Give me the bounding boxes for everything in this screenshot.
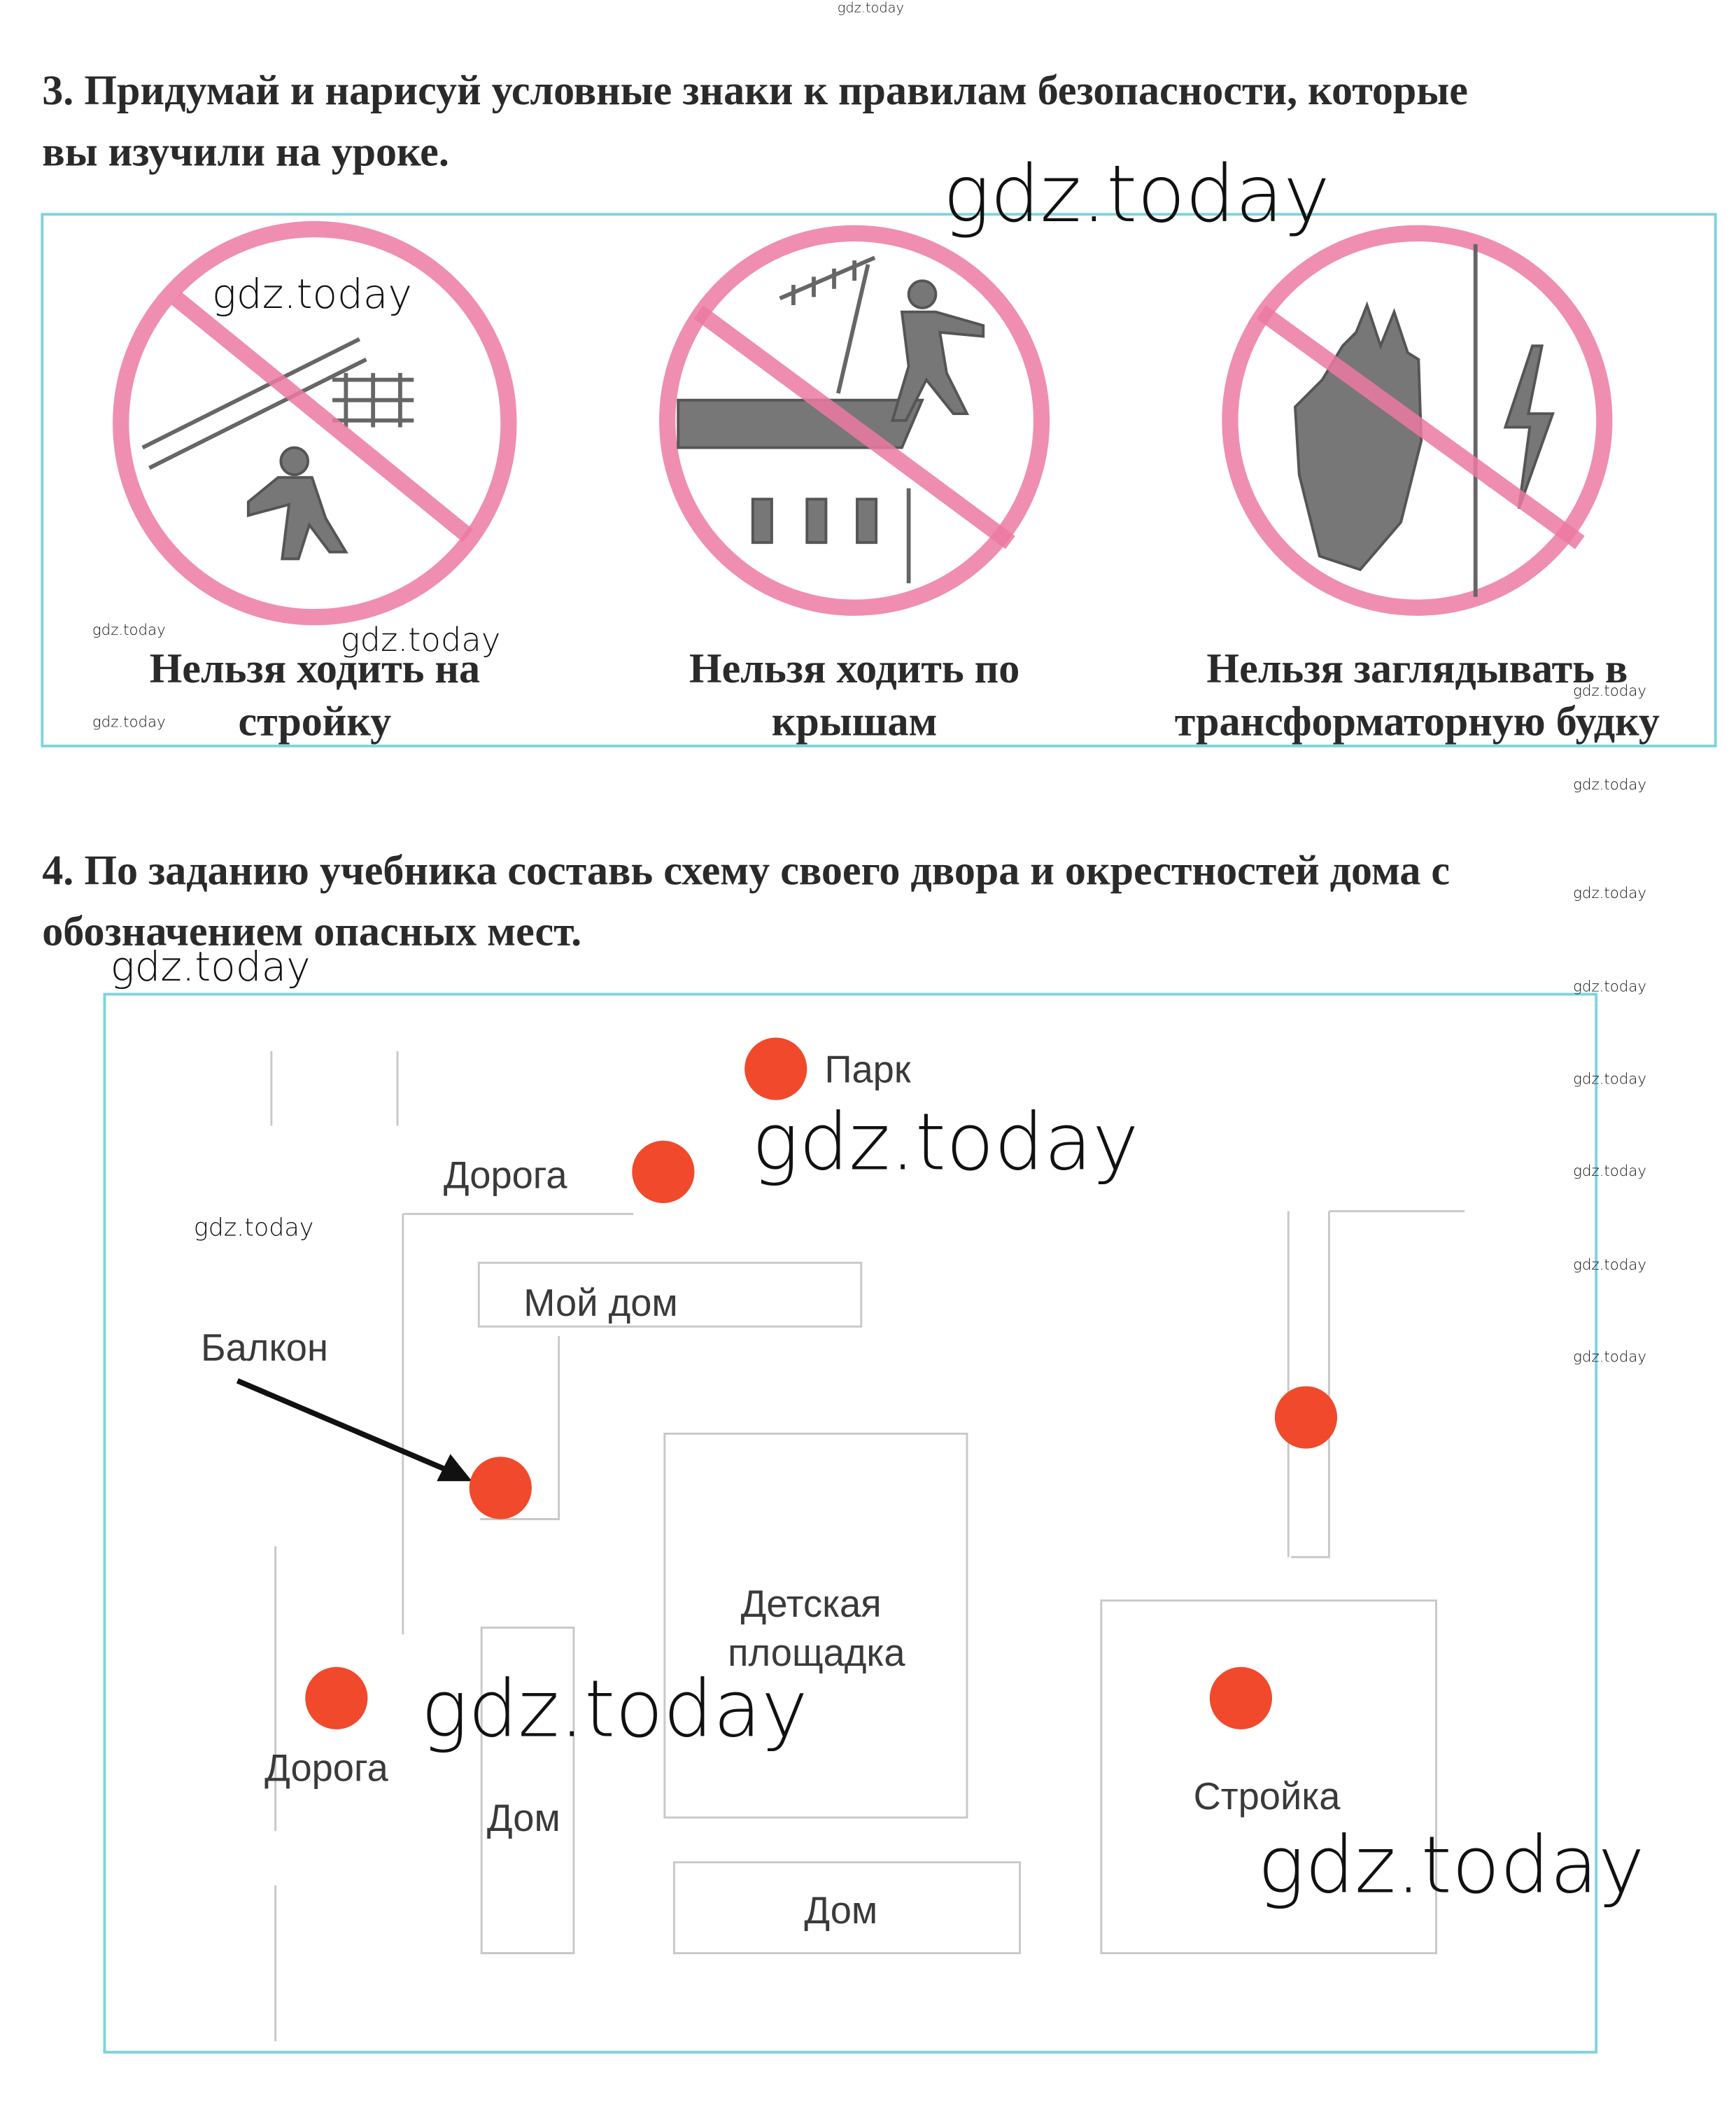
- task-frame: [103, 992, 1598, 2054]
- map-label: Стройка: [1194, 1776, 1341, 1818]
- watermark: gdz.today: [1573, 1349, 1646, 1366]
- sign-icon: [113, 220, 517, 626]
- watermark: gdz.today: [92, 622, 166, 639]
- watermark: gdz.today: [111, 943, 311, 990]
- task-frame: [41, 213, 1717, 747]
- arrow-head: [437, 1454, 472, 1482]
- watermark: gdz.today: [943, 148, 1330, 240]
- watermark: gdz.today: [1573, 1163, 1646, 1180]
- sign-caption: стройку: [238, 697, 391, 744]
- watermark: gdz.today: [421, 1664, 808, 1755]
- map-label: Детская: [741, 1583, 882, 1625]
- sign-caption: трансформаторную будку: [1175, 697, 1660, 744]
- sign-icon: [1222, 225, 1613, 616]
- task-title: 4. По заданию учебника составь схему сво…: [42, 847, 1450, 894]
- map-label: Мой дом: [523, 1282, 677, 1324]
- map-label: Дорога: [444, 1155, 567, 1197]
- map-label: Дорога: [264, 1748, 388, 1790]
- sign-caption: Нельзя заглядывать в: [1206, 645, 1628, 692]
- watermark: gdz.today: [1573, 885, 1646, 902]
- watermark: gdz.today: [838, 0, 904, 15]
- map-label: Дом: [804, 1890, 877, 1932]
- watermark: gdz.today: [1573, 682, 1646, 700]
- sign-caption: Нельзя ходить на: [150, 645, 480, 692]
- watermark: gdz.today: [1573, 1256, 1646, 1274]
- watermark: gdz.today: [212, 270, 412, 318]
- watermark: gdz.today: [1573, 776, 1646, 794]
- sign-icon: [659, 225, 1050, 616]
- danger-dots: [305, 1037, 1338, 1729]
- task-title: обозначением опасных мест.: [42, 908, 581, 955]
- task-title: 3. Придумай и нарисуй условные знаки к п…: [42, 66, 1468, 113]
- sign-caption: крышам: [772, 697, 938, 744]
- map-label: Балкон: [201, 1327, 328, 1369]
- map-label: Дом: [487, 1797, 560, 1839]
- watermark: gdz.today: [751, 1097, 1138, 1188]
- map-label: Парк: [824, 1048, 910, 1090]
- watermark: gdz.today: [1573, 1070, 1646, 1088]
- task-title: вы изучили на уроке.: [42, 127, 449, 174]
- watermark: gdz.today: [194, 1214, 314, 1242]
- watermark: gdz.today: [1257, 1819, 1644, 1911]
- sign-caption: Нельзя ходить по: [689, 645, 1019, 692]
- watermark: gdz.today: [341, 621, 501, 659]
- arrow: [236, 1378, 449, 1473]
- map-lines: [270, 1051, 1465, 2042]
- watermark: gdz.today: [92, 714, 166, 731]
- watermark: gdz.today: [1573, 978, 1646, 996]
- map-label: площадка: [728, 1632, 905, 1674]
